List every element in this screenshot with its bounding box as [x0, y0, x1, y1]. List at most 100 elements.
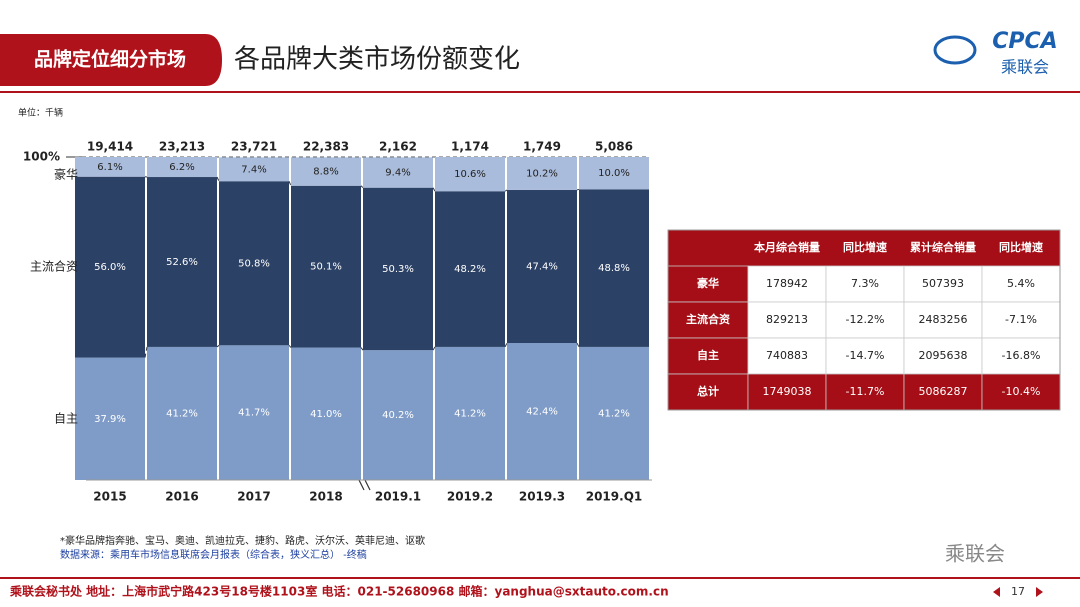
connector — [288, 181, 292, 186]
value-label: 37.9% — [94, 414, 126, 425]
value-label: 48.2% — [454, 264, 486, 275]
value-label: 10.0% — [598, 168, 630, 179]
value-label: 10.2% — [526, 168, 558, 179]
note: *豪华品牌指奔驰、宝马、奥迪、凯迪拉克、捷豹、路虎、沃尔沃、英菲尼迪、讴歌 — [60, 534, 425, 547]
value-label: 10.6% — [454, 169, 486, 180]
table-cell-bg — [903, 265, 983, 303]
table-cell: 740883 — [766, 349, 808, 362]
table-cell: 178942 — [766, 277, 808, 290]
table-cell: 5.4% — [1007, 277, 1035, 290]
total-label: 19,414 — [87, 140, 133, 154]
value-label: 56.0% — [94, 262, 126, 273]
table-cell: 主流合资 — [686, 312, 730, 326]
value-label: 50.1% — [310, 262, 342, 273]
table-cell-bg — [667, 337, 749, 375]
table-cell: 7.3% — [851, 277, 879, 290]
x-tick-label: 2018 — [309, 490, 342, 504]
bar-segment — [363, 187, 433, 351]
x-tick-label: 2019.Q1 — [586, 490, 643, 504]
table-cell: -10.4% — [1002, 385, 1041, 398]
legend-label: 自主 — [54, 411, 78, 425]
value-label: 41.2% — [454, 408, 486, 419]
table-cell-bg — [825, 301, 905, 339]
total-label: 23,721 — [231, 140, 277, 154]
connector — [432, 346, 436, 351]
connector — [504, 189, 508, 192]
footer-text: 乘联会秘书处 地址：上海市武宁路423号18号楼1103室 电话：021-526… — [9, 584, 669, 599]
value-label: 9.4% — [385, 168, 410, 179]
connector — [576, 188, 580, 191]
connector — [216, 344, 220, 348]
bar-segment — [579, 346, 649, 480]
table-header-cell: 同比增速 — [843, 240, 887, 254]
table-cell-bg — [981, 301, 1061, 339]
table-cell: 2095638 — [919, 349, 968, 362]
slide-title: 各品牌大类市场份额变化 — [234, 45, 520, 75]
table-header-cell: 同比增速 — [999, 240, 1043, 254]
bar-segment — [363, 350, 433, 480]
table-cell: 5086287 — [919, 385, 968, 398]
watermark: 乘联会 — [945, 542, 1005, 566]
section-tab — [0, 34, 222, 86]
table-cell: 自主 — [697, 348, 719, 362]
bar-segment — [75, 357, 145, 480]
x-tick-label: 2015 — [93, 490, 126, 504]
table-cell-bg — [903, 373, 983, 411]
bar-segment — [507, 343, 577, 480]
table-cell: 总计 — [697, 384, 719, 398]
table-cell: -14.7% — [846, 349, 885, 362]
bar-segment — [291, 347, 361, 480]
connector — [504, 342, 508, 348]
value-label: 48.8% — [598, 263, 630, 274]
value-label: 41.7% — [238, 408, 270, 419]
value-label: 6.2% — [169, 162, 194, 173]
total-label: 22,383 — [303, 140, 349, 154]
bar-segment — [147, 177, 217, 347]
x-tick-label: 2019.3 — [519, 490, 565, 504]
y-tick-label: 100% — [23, 150, 60, 164]
bar-segment — [507, 189, 577, 344]
bar-segment — [147, 346, 217, 480]
value-label: 40.2% — [382, 410, 414, 421]
table-cell: 507393 — [922, 277, 964, 290]
x-tick-label: 2019.1 — [375, 490, 421, 504]
table-cell: -7.1% — [1005, 313, 1037, 326]
table-cell: 1749038 — [763, 385, 812, 398]
table-cell-bg — [825, 265, 905, 303]
table-cell-bg — [981, 373, 1061, 411]
table-cell-bg — [903, 337, 983, 375]
connector — [288, 344, 292, 348]
x-tick-label: 2016 — [165, 490, 198, 504]
section-title: 品牌定位细分市场 — [34, 48, 186, 71]
value-label: 42.4% — [526, 407, 558, 418]
source-note: 数据来源：乘用车市场信息联席会月报表（综合表，狭义汇总） -终稿 — [60, 548, 367, 561]
bar-segment — [219, 181, 289, 346]
value-label: 41.0% — [310, 409, 342, 420]
x-tick-label: 2019.2 — [447, 490, 493, 504]
connector — [144, 346, 148, 358]
bar-segment — [435, 157, 505, 192]
table-header-cell: 累计综合销量 — [910, 240, 976, 254]
table-header-cell: 本月综合销量 — [754, 240, 820, 254]
bar-segment — [579, 157, 649, 190]
value-label: 7.4% — [241, 164, 266, 175]
bar-segment — [75, 176, 145, 358]
bar-segment — [435, 191, 505, 347]
table-cell-bg — [825, 337, 905, 375]
total-label: 2,162 — [379, 140, 417, 154]
bar-segment — [219, 345, 289, 480]
connector — [216, 176, 220, 182]
table-cell: -12.2% — [846, 313, 885, 326]
bar-segment — [363, 157, 433, 188]
legend-label: 豪华 — [54, 166, 78, 181]
connector — [360, 347, 364, 351]
bar-segment — [291, 157, 361, 186]
connector — [576, 342, 580, 348]
unit-label: 单位：千辆 — [18, 107, 63, 119]
table-cell-bg — [981, 265, 1061, 303]
bar-segment — [435, 346, 505, 480]
table-cell: 2483256 — [919, 313, 968, 326]
bar-segment — [147, 157, 217, 178]
table-cell: 豪华 — [697, 276, 719, 290]
